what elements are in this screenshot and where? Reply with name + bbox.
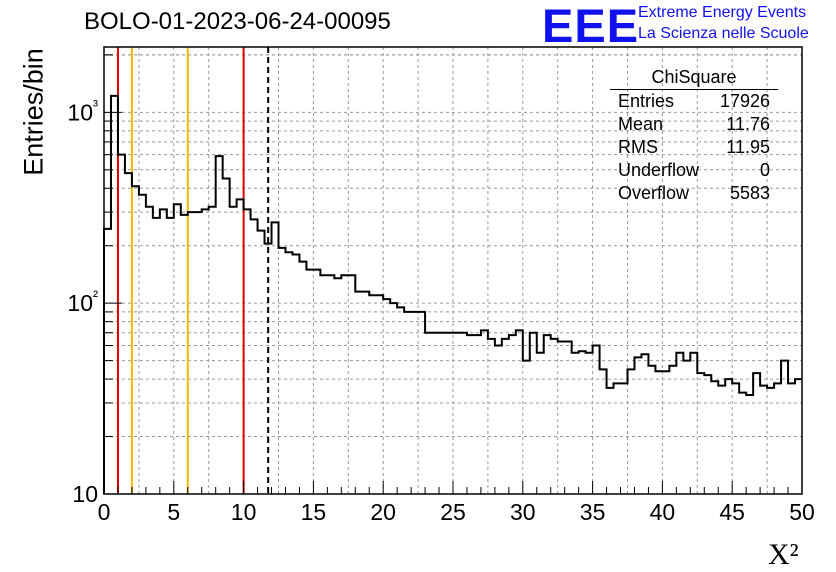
x-tick-label: 10: [231, 499, 257, 525]
y-tick-label: 10: [72, 481, 98, 507]
x-tick-label: 50: [789, 499, 815, 525]
x-axis-label: X²: [768, 538, 799, 571]
x-tick-label: 20: [370, 499, 396, 525]
stats-row-mean: Mean 11.76: [610, 113, 778, 136]
stats-value: 0: [759, 160, 770, 180]
x-tick-label: 15: [301, 499, 327, 525]
stats-title: ChiSquare: [610, 66, 778, 90]
stats-label: RMS: [618, 137, 658, 157]
stats-label: Overflow: [618, 183, 690, 203]
x-tick-label: 35: [580, 499, 606, 525]
x-tick-label: 25: [440, 499, 466, 525]
stats-label: Mean: [618, 114, 664, 134]
logo-caption-line-2: La Scienza nelle Scuole: [638, 25, 809, 42]
stats-box: ChiSquare Entries 17926 Mean 11.76 RMS 1…: [610, 66, 778, 205]
x-tick-label: 45: [719, 499, 745, 525]
stats-row-underflow: Underflow 0: [610, 159, 778, 182]
y-axis-label: Entries/bin: [18, 48, 49, 176]
x-tick-label: 0: [98, 499, 111, 525]
stats-row-entries: Entries 17926: [610, 90, 778, 113]
eee-logo: EEE: [542, 0, 640, 52]
stats-value: 11.76: [726, 114, 770, 134]
chart-title: BOLO-01-2023-06-24-00095: [84, 8, 391, 35]
logo-caption-line-1: Extreme Energy Events: [638, 4, 807, 21]
reference-lines: [116, 47, 270, 494]
x-tick-labels: 0 5 10 15 20 25 30 35 40 45 50: [98, 499, 815, 525]
y-tick-label: 10³: [67, 97, 98, 125]
stats-label: Entries: [618, 91, 675, 111]
stats-label: Underflow: [618, 160, 700, 180]
x-tick-label: 5: [167, 499, 180, 525]
y-tick-label: 10²: [67, 288, 98, 316]
histogram-series: [103, 94, 802, 494]
stats-row-overflow: Overflow 5583: [610, 182, 778, 205]
x-tick-label: 30: [510, 499, 536, 525]
stats-value: 17926: [719, 91, 770, 111]
x-tick-label: 40: [650, 499, 676, 525]
stats-value: 11.95: [726, 137, 770, 157]
y-tick-labels: 10 10² 10³: [67, 97, 98, 507]
stats-value: 5583: [729, 183, 770, 203]
axis-ticks: [103, 54, 803, 495]
stats-row-rms: RMS 11.95: [610, 136, 778, 159]
